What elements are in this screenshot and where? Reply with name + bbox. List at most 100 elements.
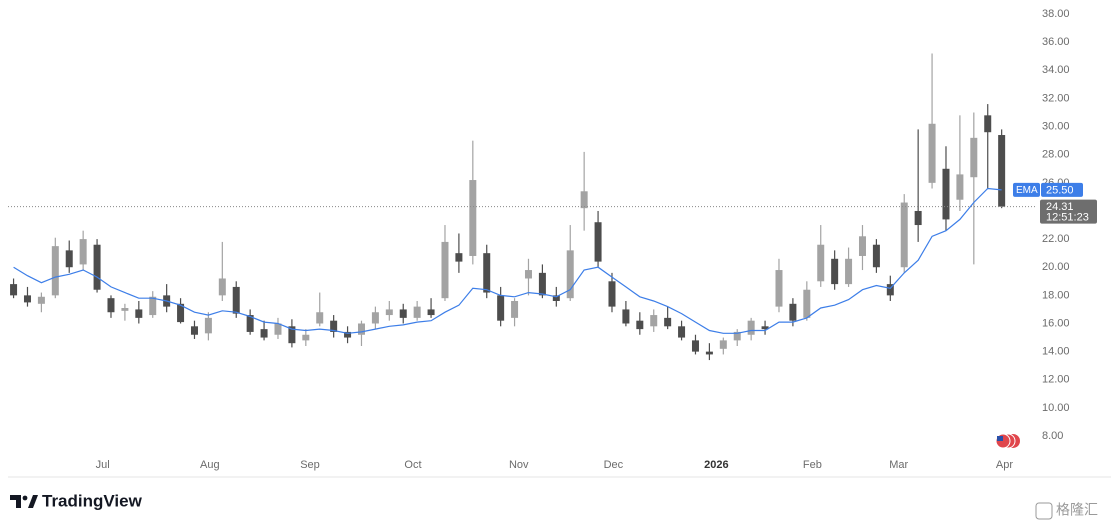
candle-body [566, 250, 574, 299]
candle-body [427, 309, 435, 316]
candle-body [622, 309, 630, 324]
candle-body [288, 326, 296, 344]
candle-body [316, 312, 324, 324]
candle-body [914, 210, 922, 226]
candle-body [371, 312, 379, 324]
candle-body [483, 253, 491, 293]
candle-body [302, 334, 310, 341]
candle-body [399, 309, 407, 318]
candle-body [942, 168, 950, 220]
y-tick-label: 16.00 [1042, 317, 1070, 329]
x-tick-label: Sep [300, 459, 320, 471]
candle-body [107, 298, 115, 313]
ema-line [13, 187, 1002, 334]
tv-logo [10, 495, 38, 508]
x-tick-label: Nov [509, 459, 529, 471]
x-tick-label: Feb [803, 459, 822, 471]
y-tick-label: 34.00 [1042, 64, 1070, 76]
candle-body [413, 306, 421, 318]
y-tick-label: 28.00 [1042, 149, 1070, 161]
candle-body [121, 308, 129, 311]
y-tick-label: 30.00 [1042, 120, 1070, 132]
candle-body [858, 236, 866, 256]
candle-body [580, 191, 588, 209]
candle-body [970, 137, 978, 178]
candle-body [385, 309, 393, 316]
candle-body [594, 222, 602, 262]
candle-body [803, 289, 811, 318]
y-tick-label: 20.00 [1042, 261, 1070, 273]
y-tick-label: 10.00 [1042, 402, 1070, 414]
candle-body [789, 303, 797, 321]
ema-value-label: 25.50 [1046, 184, 1074, 196]
candle-body [497, 295, 505, 321]
x-tick-label: Dec [604, 459, 624, 471]
y-tick-label: 38.00 [1042, 8, 1070, 20]
x-tick-label: Jul [96, 459, 110, 471]
candle-body [274, 323, 282, 335]
candle-body [79, 239, 87, 265]
y-tick-label: 14.00 [1042, 346, 1070, 358]
y-tick-label: 36.00 [1042, 36, 1070, 48]
candle-body [246, 315, 254, 332]
candle-body [886, 284, 894, 296]
candle-body [705, 351, 713, 355]
candle-body [998, 135, 1006, 207]
flag-icon [995, 433, 1020, 449]
candle-body [747, 320, 755, 335]
brand: TradingView [42, 491, 143, 510]
candle-body [775, 270, 783, 307]
candle-body [177, 303, 185, 323]
x-tick-label: Apr [996, 459, 1013, 471]
candle-body [190, 326, 198, 335]
candle-body [928, 123, 936, 183]
watermark-icon [1035, 502, 1053, 520]
candle-body [330, 320, 338, 332]
candle-body [511, 300, 519, 318]
x-tick-label: Aug [200, 459, 220, 471]
candle-body [135, 309, 143, 318]
candle-body [357, 323, 365, 335]
candle-body [232, 286, 240, 314]
candle-body [761, 326, 769, 330]
candle-body [344, 331, 352, 338]
candle-body [691, 340, 699, 352]
candles [10, 53, 1006, 361]
candle-body [664, 317, 672, 327]
y-tick-label: 12.00 [1042, 374, 1070, 386]
y-tick-label: 32.00 [1042, 92, 1070, 104]
candle-body [538, 272, 546, 296]
watermark: 格隆汇 [1056, 502, 1098, 518]
x-tick-label: Mar [889, 459, 908, 471]
candle-body [733, 331, 741, 341]
candle-body [650, 315, 658, 327]
candle-body [678, 326, 686, 338]
candle-body [636, 320, 644, 330]
candle-body [984, 115, 992, 133]
ema-tag: EMA [1016, 185, 1038, 196]
candle-body [900, 202, 908, 268]
candle-body [204, 317, 212, 334]
countdown: 12:51:23 [1046, 212, 1089, 224]
ema-value-box [1041, 182, 1083, 197]
candle-body [10, 284, 18, 296]
last-price-box [1040, 199, 1097, 224]
candle-body [149, 296, 157, 316]
candle-body [23, 295, 31, 303]
candle-body [37, 296, 45, 304]
candle-body [817, 244, 825, 282]
candle-body [719, 340, 727, 349]
candle-body [65, 250, 73, 268]
candle-body [455, 253, 463, 262]
candle-body [831, 258, 839, 285]
candle-body [524, 270, 532, 279]
candle-body [608, 281, 616, 307]
y-tick-label: 8.00 [1042, 430, 1063, 442]
y-tick-label: 18.00 [1042, 289, 1070, 301]
candle-body [218, 278, 226, 296]
candle-body [441, 241, 449, 299]
candle-body [845, 258, 853, 285]
ema-tag-box [1013, 182, 1040, 197]
